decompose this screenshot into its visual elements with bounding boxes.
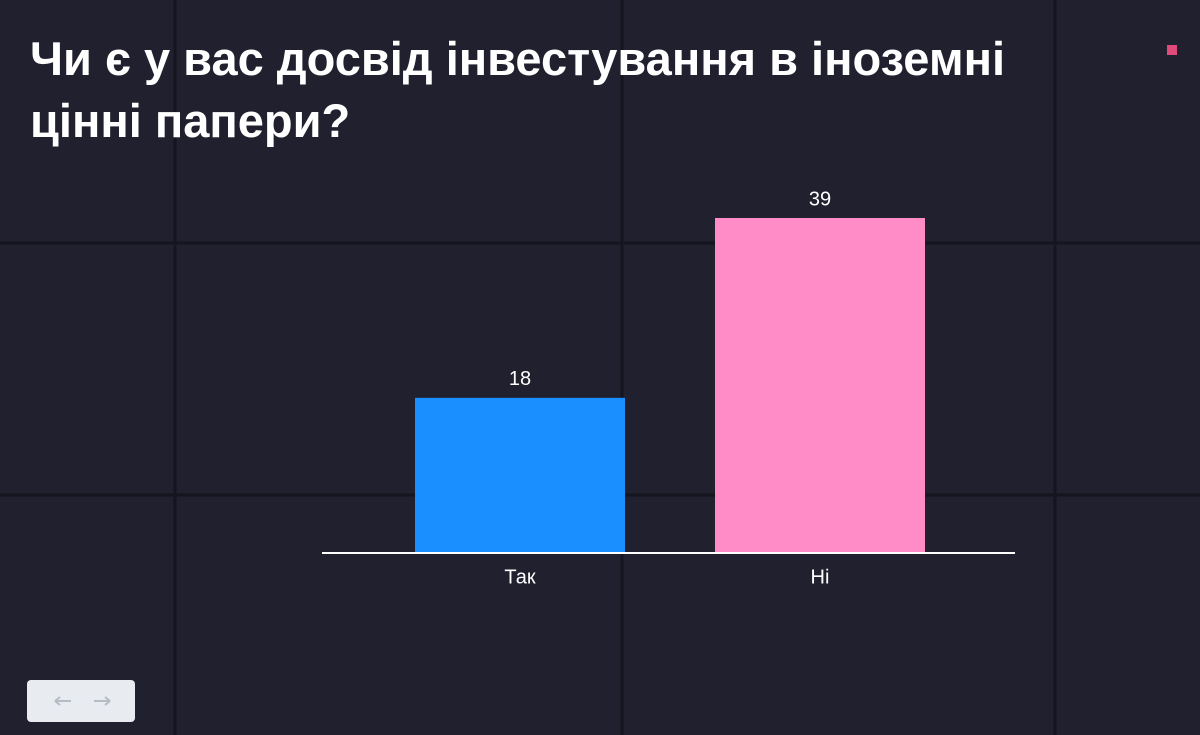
nav-arrows <box>54 696 111 706</box>
value-label: 39 <box>809 188 831 210</box>
chart-title: Чи є у вас досвід інвестування в іноземн… <box>30 32 1006 147</box>
x-tick-label: Ні <box>811 566 830 588</box>
x-tick-label: Так <box>504 566 535 588</box>
logo <box>1167 45 1177 55</box>
bar <box>415 397 625 552</box>
value-label: 18 <box>509 368 531 390</box>
nav-buttons[interactable] <box>27 680 135 722</box>
bar <box>715 218 925 552</box>
